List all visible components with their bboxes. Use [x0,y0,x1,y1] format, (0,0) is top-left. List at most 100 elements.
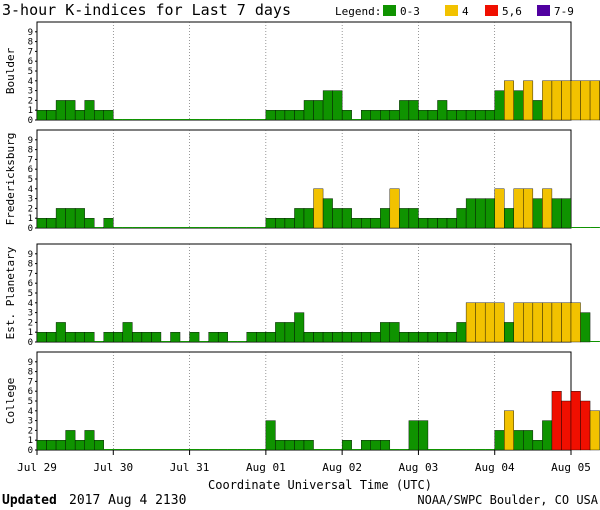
y-tick-label: 8 [28,38,33,48]
k-index-bar [199,119,209,120]
k-index-bar [294,440,305,451]
k-index-bar [265,109,276,121]
x-tick-label: Aug 02 [322,461,362,474]
k-index-bar [189,449,200,450]
k-index-bar [94,341,104,342]
k-index-bar [74,109,85,121]
k-index-bar [189,227,200,228]
panel-ylabel: College [4,378,17,424]
k-index-bar [580,227,591,228]
k-index-bar [570,391,581,451]
legend-entry: 0-3 [400,5,420,18]
k-index-bar [237,119,247,120]
source-credit: NOAA/SWPC Boulder, CO USA [417,493,598,507]
k-index-bar [427,449,438,450]
x-tick-label: Jul 30 [93,461,133,474]
y-tick-label: 2 [28,318,33,328]
k-index-bar [561,400,572,451]
k-index-bar [160,341,171,342]
k-index-bar [313,188,324,229]
panel-frame [36,351,572,451]
k-index-bar [494,430,505,451]
k-index-bar [361,440,371,451]
k-index-bar [332,90,343,121]
k-index-bar [408,208,419,229]
k-index-bar [237,227,247,228]
k-index-bar [494,90,505,121]
k-index-bar [389,449,400,450]
k-index-bar [84,332,95,343]
k-index-bar [589,410,600,451]
k-index-bar [141,449,152,450]
legend-label: Legend: [335,5,381,18]
k-index-bar [322,332,333,343]
k-index-bar [36,440,47,451]
k-index-bar [523,188,534,229]
k-index-bar [370,217,381,229]
y-tick-label: 4 [28,185,33,195]
k-index-bar [294,109,305,121]
k-index-bar [313,332,324,343]
k-index-bar [484,198,495,229]
k-index-bar [65,208,76,229]
k-index-bar [55,100,66,121]
k-index-bar [132,332,143,343]
k-index-bar [189,332,200,343]
x-tick-label: Aug 01 [246,461,286,474]
y-tick-label: 6 [28,165,33,175]
k-index-bar [141,119,152,120]
k-index-bar [256,119,266,120]
k-index-bar [561,302,572,343]
k-index-bar [447,449,457,450]
k-index-bar [199,449,209,450]
k-index-bar [465,302,476,343]
k-index-bar [160,227,171,228]
k-index-bar [513,430,524,451]
k-index-bar [590,227,600,228]
y-tick-label: 9 [28,28,33,38]
k-index-bar [523,80,534,121]
k-index-bar [532,302,543,343]
k-index-bar [170,227,181,228]
x-tick-label: Jul 29 [17,461,57,474]
k-index-bar [256,332,267,343]
k-index-bar [113,332,124,343]
y-tick-label: 0 [28,116,33,126]
y-tick-label: 3 [28,87,33,97]
k-index-bar [36,109,47,121]
k-index-bar [532,100,543,121]
k-index-bar [265,217,276,229]
k-index-bar [74,332,85,343]
y-tick-label: 6 [28,279,33,289]
k-index-bar [246,332,257,343]
k-index-bar [113,119,123,120]
k-index-bar [504,80,514,121]
k-index-bar [284,440,295,451]
k-index-bar [113,449,123,450]
k-index-bar [151,449,161,450]
k-index-bar [551,302,562,343]
k-index-bar [456,322,467,343]
k-index-bar [513,302,524,343]
k-index-bar [256,227,266,228]
k-index-bar [408,332,419,343]
updated-time: 2017 Aug 4 2130 [69,493,186,508]
k-index-bar [475,449,486,450]
k-index-bar [313,449,324,450]
k-index-bar [484,109,495,121]
k-index-bar [551,80,562,121]
k-index-bar [561,80,572,121]
k-index-bar [160,449,171,450]
chart-panels: 0123456789Boulder0123456789Fredericksbur… [4,21,600,456]
k-index-bar [113,227,123,228]
k-index-bar [256,449,266,450]
y-tick-label: 5 [28,67,33,77]
k-index-bar [246,449,257,450]
k-index-bar [542,80,553,121]
k-index-bar [580,400,591,451]
y-tick-label: 7 [28,377,33,387]
y-tick-label: 9 [28,358,33,368]
